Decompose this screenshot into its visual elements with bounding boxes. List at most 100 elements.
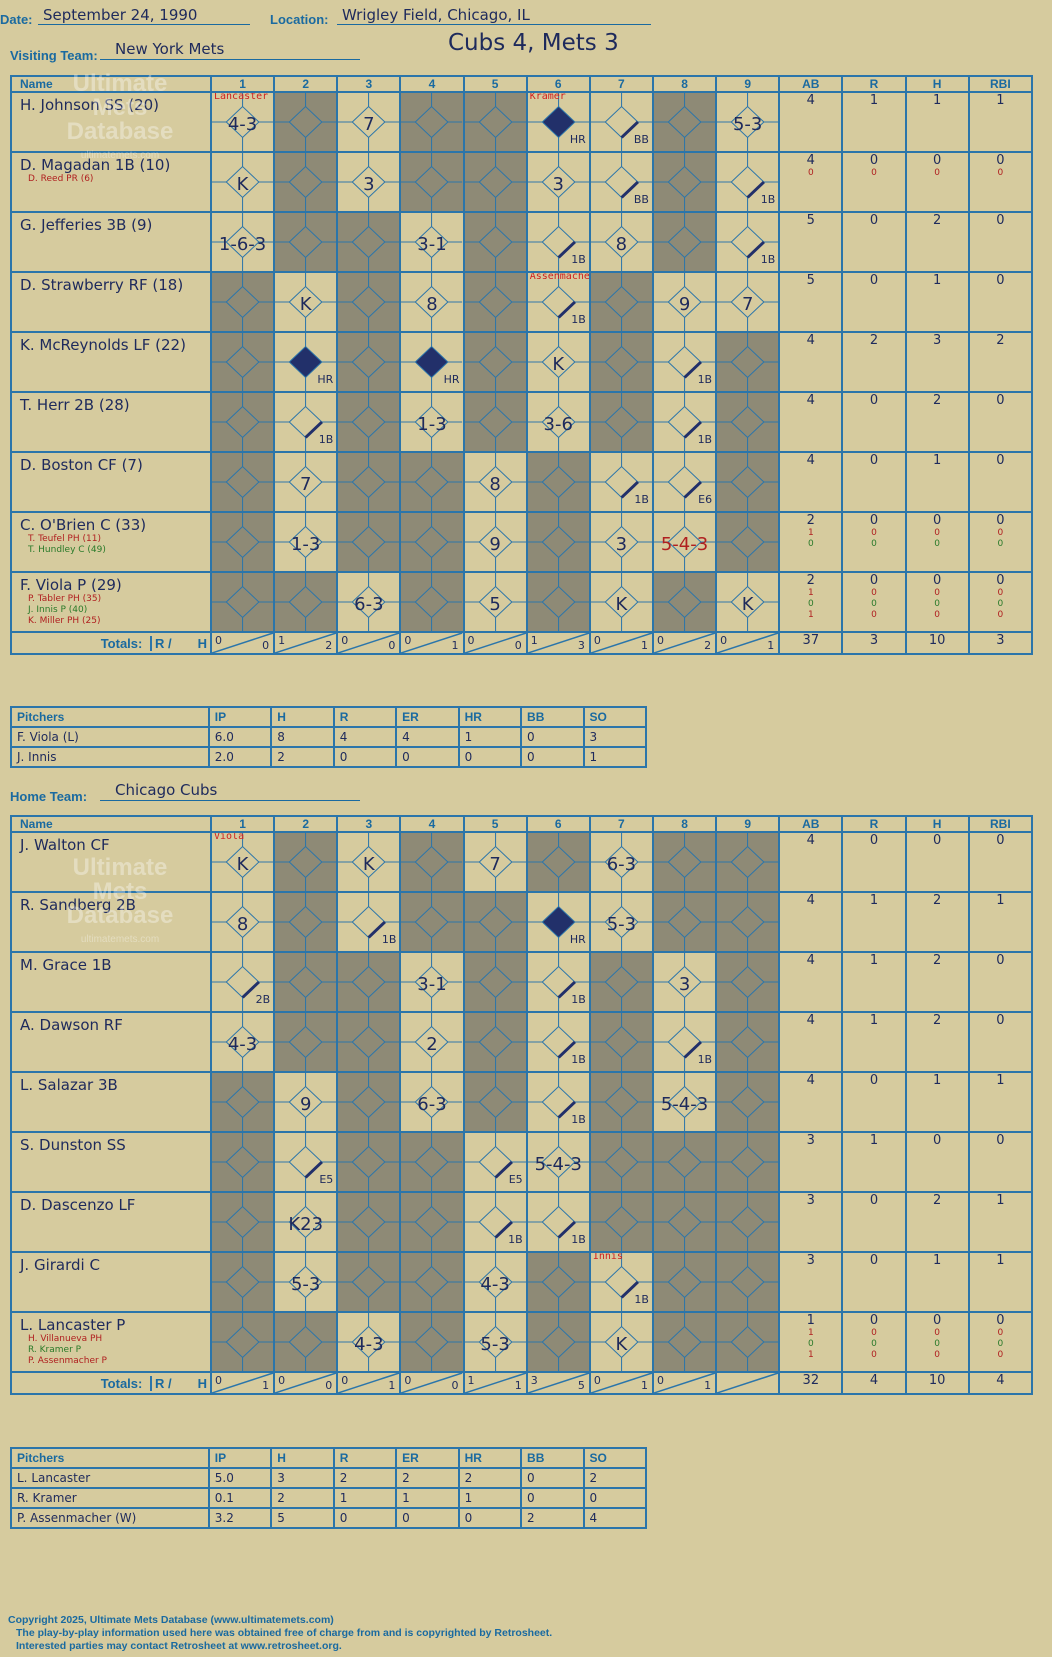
inning-cell: 4-3 xyxy=(336,1311,402,1373)
stat-cell: 1 xyxy=(841,1011,907,1073)
inning-cell: BB xyxy=(588,91,654,153)
inning-cell: 5-3 xyxy=(462,1311,528,1373)
play-result: 1B xyxy=(571,993,586,1006)
batter-name-cell: H. Johnson SS (20) xyxy=(10,91,212,153)
substitute-stat: 1 xyxy=(807,588,814,598)
pitcher-stat: 1 xyxy=(457,726,523,748)
column-header: 4 xyxy=(399,815,465,833)
stat-value: 4 xyxy=(806,453,815,468)
play-result: 8 xyxy=(615,234,628,255)
stat-cell: 5 xyxy=(778,271,844,333)
batter-name: C. O'Brien C (33) xyxy=(20,516,147,534)
pitcher-stat: 1 xyxy=(332,1487,398,1509)
stat-cell: 2 xyxy=(904,891,970,953)
pitching-change-note: Assenmacher xyxy=(529,272,590,282)
batter-name-cell: D. Dascenzo LF xyxy=(10,1191,212,1253)
inning-runs: 0 xyxy=(214,634,222,647)
stat-value: 0 xyxy=(869,1193,879,1208)
stat-value: 2 xyxy=(806,573,815,588)
inning-cell xyxy=(399,91,465,153)
stat-value: 3 xyxy=(806,1133,815,1148)
inning-cell xyxy=(209,571,276,633)
column-header: 8 xyxy=(651,815,718,833)
stat-value: 0 xyxy=(932,573,942,588)
batter-name: L. Lancaster P xyxy=(20,1316,126,1334)
inning-cell: K23 xyxy=(273,1191,339,1253)
inning-cell xyxy=(651,211,718,273)
totals-text: Totals: xyxy=(100,635,143,651)
batter-row: L. Salazar 3B 9 6-3 1B 5-4-3 4 0 1 1 xyxy=(10,1071,1034,1133)
inning-total-cell xyxy=(715,1371,781,1395)
home-team-name: Chicago Cubs xyxy=(115,781,218,799)
play-result: 1B xyxy=(634,1293,649,1306)
play-result: HR xyxy=(569,133,586,146)
inning-cell xyxy=(209,1311,276,1373)
play-result: 8 xyxy=(489,474,501,495)
pitcher-column-header: Pitchers xyxy=(10,706,210,728)
play-result: 3-1 xyxy=(417,234,447,255)
pitcher-name: F. Viola (L) xyxy=(10,726,210,748)
column-header: AB xyxy=(778,75,844,93)
totals-label: Totals: R / H xyxy=(10,631,212,655)
batter-name-cell: K. McReynolds LF (22) xyxy=(10,331,212,393)
play-result: 9 xyxy=(489,534,501,555)
location-label: Location: xyxy=(270,12,329,27)
inning-cell xyxy=(399,1191,465,1253)
stat-value: 0 xyxy=(996,393,1005,408)
play-result: 1-3 xyxy=(290,534,321,555)
inning-hits: 0 xyxy=(262,639,270,652)
column-header: 2 xyxy=(273,815,339,833)
inning-cell: 1B xyxy=(525,1011,591,1073)
stat-cell: 2 xyxy=(904,391,970,453)
home-scorecard: Name 1 2 3 4 5 6 7 8 9 AB R H RBI J. Walton CF K Viola K 7… xyxy=(10,815,1034,1395)
pitching-change-note: Innis xyxy=(592,1252,623,1262)
inning-cell xyxy=(651,1191,718,1253)
inning-cell xyxy=(399,1131,465,1193)
column-header: 6 xyxy=(525,75,591,93)
batter-row: M. Grace 1B 2B 3-1 1B 3 4 1 2 0 xyxy=(10,951,1034,1013)
play-result: 3 xyxy=(615,534,628,555)
batter-name-cell: D. Magadan 1B (10) D. Reed PR (6) xyxy=(10,151,212,213)
batter-row: D. Strawberry RF (18) K 8 1B Assenmacher 9 7 5 0… xyxy=(10,271,1034,333)
inning-cell: 1B xyxy=(525,211,591,273)
inning-cell xyxy=(462,211,528,273)
substitute-stat: 0 xyxy=(807,168,814,178)
play-result: 3 xyxy=(363,174,375,195)
batter-name: A. Dawson RF xyxy=(20,1016,123,1034)
stat-value: 1 xyxy=(932,273,942,288)
stat-cell: 0 xyxy=(841,271,907,333)
batter-name: D. Boston CF (7) xyxy=(20,456,143,474)
batter-name-cell: S. Dunston SS xyxy=(10,1131,212,1193)
inning-cell xyxy=(399,571,465,633)
pitcher-row: L. Lancaster 5.0 3 2 2 2 0 2 xyxy=(10,1467,647,1489)
stat-cell: 2 xyxy=(904,1191,970,1253)
pitcher-name: R. Kramer xyxy=(10,1487,210,1509)
inning-cell: 7 xyxy=(336,91,402,153)
inning-cell xyxy=(462,331,528,393)
play-result: 1-3 xyxy=(417,414,447,435)
substitutes: T. Teufel PH (11) T. Hundley C (49) xyxy=(13,534,209,556)
batter-name: M. Grace 1B xyxy=(20,956,112,974)
stat-cell: 4 xyxy=(778,331,844,393)
stat-value: 0 xyxy=(996,513,1005,528)
inning-runs: 1 xyxy=(278,634,286,647)
inning-cell xyxy=(273,891,339,953)
batter-name-cell: G. Jefferies 3B (9) xyxy=(10,211,212,273)
visiting-team-underline xyxy=(100,59,360,60)
pitcher-column-header: IP xyxy=(207,706,273,728)
inning-runs: 0 xyxy=(404,634,412,647)
inning-cell: 4-3 xyxy=(462,1251,528,1313)
substitute-stat: 0 xyxy=(934,1350,940,1360)
batter-name-cell: D. Strawberry RF (18) xyxy=(10,271,212,333)
inning-hits: 1 xyxy=(767,639,775,652)
substitutes: D. Reed PR (6) xyxy=(13,174,209,185)
stat-value: 0 xyxy=(869,1313,879,1328)
inning-cell: 5-3 xyxy=(715,91,781,153)
pitcher-stat: 8 xyxy=(270,726,335,748)
inning-cell xyxy=(209,511,276,573)
